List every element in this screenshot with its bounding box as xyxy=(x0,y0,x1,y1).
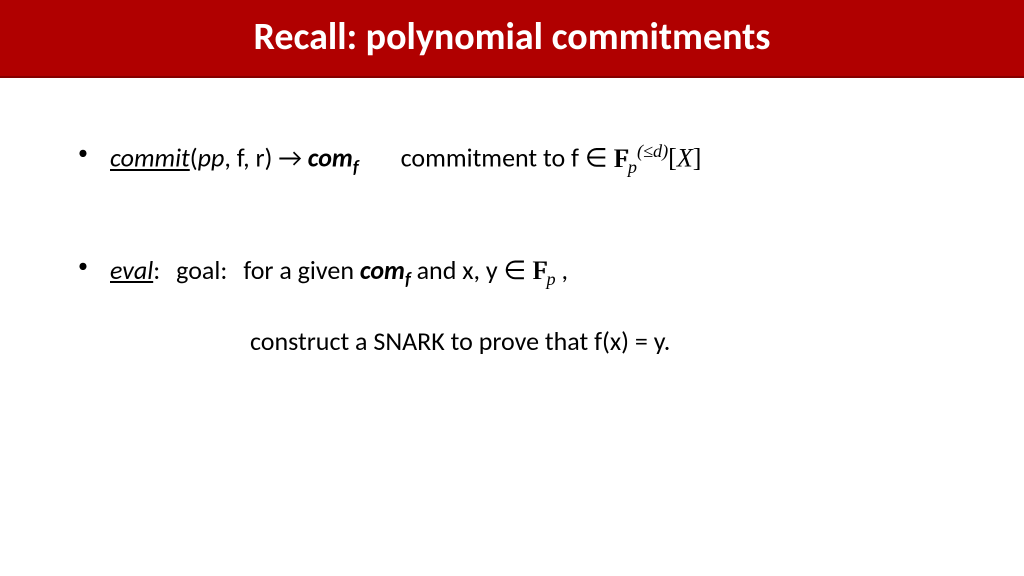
commit-desc-prefix: commitment to f ∈ xyxy=(401,142,614,174)
eval-comma: , xyxy=(556,254,568,286)
eval-goal-prefix: for a given xyxy=(243,254,360,286)
eval-field-sub: p xyxy=(547,269,556,289)
eval-field-symbol: F xyxy=(532,251,546,290)
poly-X: X xyxy=(677,144,693,173)
bullet-list: commit(pp, f, r) → comfcommitment to f ∈… xyxy=(70,138,954,361)
commit-args-rest: , f, r) xyxy=(224,142,278,174)
commit-paren-open: ( xyxy=(190,142,198,174)
eval-line2: construct a SNARK to prove that f(x) = y… xyxy=(250,322,954,361)
field-sub-p: p xyxy=(628,157,637,177)
eval-fn-name: eval xyxy=(110,254,153,286)
commit-arrow: → xyxy=(278,142,302,174)
eval-colon: : xyxy=(153,254,160,286)
eval-after-com: and x, y ∈ xyxy=(411,254,532,286)
commit-com-sub: f xyxy=(353,156,359,178)
field-sup-d: (≤d) xyxy=(637,141,668,161)
commit-fn-name: commit xyxy=(110,142,190,174)
bullet-commit: commit(pp, f, r) → comf commitment to f ∈… xyxy=(70,138,954,181)
slide: Recall: polynomial commitments commit(pp… xyxy=(0,0,1024,576)
field-symbol: F xyxy=(613,139,627,178)
bracket-close: ] xyxy=(693,144,702,173)
eval-goal-label: goal: xyxy=(176,254,227,286)
commit-arg-pp: pp xyxy=(198,142,225,174)
eval-com: com xyxy=(360,254,405,286)
slide-title-bar: Recall: polynomial commitments xyxy=(0,0,1024,78)
commit-com: com xyxy=(302,142,353,174)
slide-title: Recall: polynomial commitments xyxy=(254,14,771,60)
bracket-open: [ xyxy=(668,144,677,173)
bullet-eval: eval:goal:for a given comf and x, y ∈ Fp… xyxy=(70,251,954,360)
slide-content: commit(pp, f, r) → comfcommitment to f ∈… xyxy=(0,78,1024,361)
